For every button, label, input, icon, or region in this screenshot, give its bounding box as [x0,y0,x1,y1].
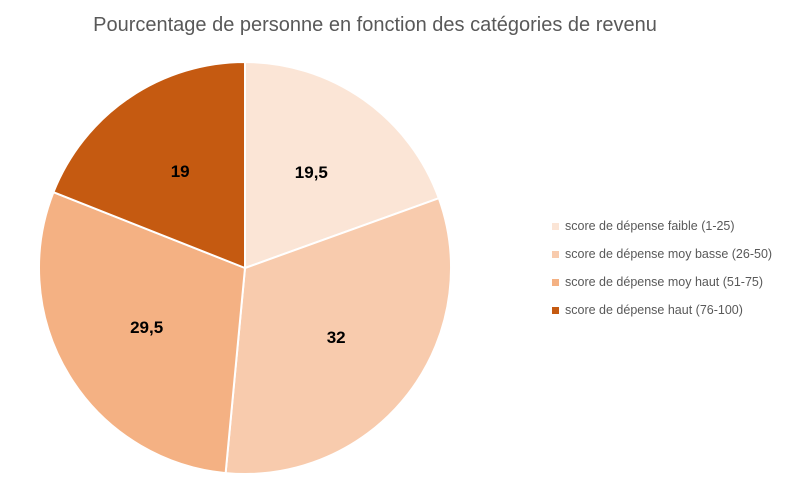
legend-swatch-moy-basse [552,250,559,258]
data-label-moy-haut: 29,5 [130,318,163,337]
legend-swatch-moy-haut [552,278,559,286]
pie-slice-faible [244,60,441,270]
legend-swatch-haut [552,306,559,314]
chart-legend: score de dépense faible (1-25) score de d… [552,218,772,330]
pie-slice-moy-haut [38,190,247,475]
legend-label-moy-haut: score de dépense moy haut (51-75) [565,275,764,289]
legend-item-faible: score de dépense faible (1-25) [552,218,772,234]
data-label-haut: 19 [171,162,190,181]
legend-label-haut: score de dépense haut (76-100) [565,303,743,317]
data-label-moy-basse: 32 [327,328,346,347]
data-label-faible: 19,5 [295,163,328,182]
pie-slice-haut [52,60,246,270]
legend-label-moy-basse: score de dépense moy basse (26-50) [565,247,773,261]
legend-swatch-faible [552,222,559,230]
legend-item-haut: score de dépense haut (76-100) [552,302,772,318]
pie-slice-moy-basse [224,196,452,475]
legend-label-faible: score de dépense faible (1-25) [565,219,735,233]
legend-item-moy-basse: score de dépense moy basse (26-50) [552,246,772,262]
chart-title: Pourcentage de personne en fonction des … [93,14,657,36]
legend-item-moy-haut: score de dépense moy haut (51-75) [552,274,772,290]
